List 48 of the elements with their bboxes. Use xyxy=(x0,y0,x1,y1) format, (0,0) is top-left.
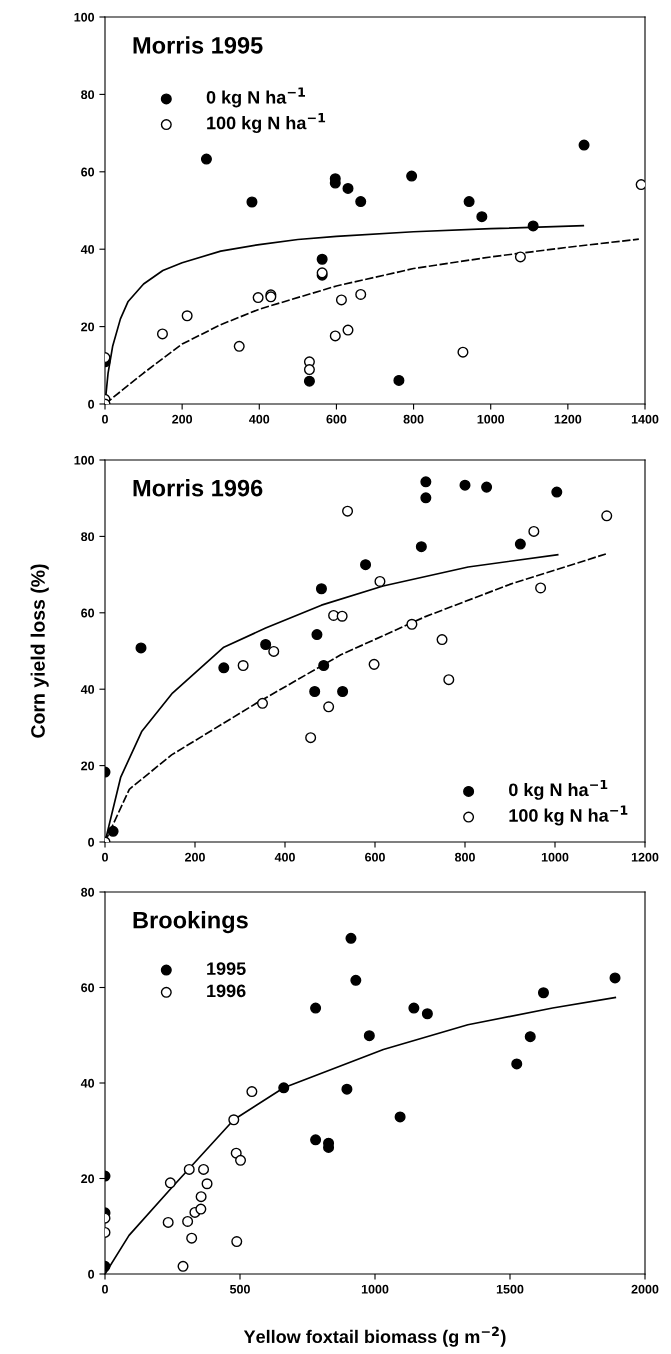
y-axis-title: Corn yield loss (%) xyxy=(30,564,49,738)
y-tick-label: 0 xyxy=(88,399,95,409)
legend-label: 0 kg N ha$^{−1}$ xyxy=(206,87,305,108)
y-tick-label: 80 xyxy=(81,532,95,542)
y-tick-label: 20 xyxy=(81,322,95,332)
legend-label: 1996 xyxy=(207,984,246,998)
y-tick-label: 60 xyxy=(81,608,95,618)
x-tick-label: 800 xyxy=(403,414,424,424)
x-tick-label: 1000 xyxy=(541,852,569,862)
y-tick-label: 100 xyxy=(74,12,95,22)
x-tick-label: 200 xyxy=(172,414,193,424)
x-tick-label: 1200 xyxy=(554,414,582,424)
text: Morris 1996 xyxy=(133,479,263,497)
x-tick-label: 0 xyxy=(102,1284,108,1294)
legend-label: 100 kg N ha$^{−1}$ xyxy=(207,113,326,134)
x-tick-label: 500 xyxy=(229,1284,250,1294)
x-tick-label: 1400 xyxy=(631,414,659,424)
x-tick-label: 1500 xyxy=(496,1284,524,1294)
y-tick-label: 40 xyxy=(80,245,95,254)
x-tick-label: 600 xyxy=(326,414,347,424)
x-tick-label: 0 xyxy=(102,414,108,424)
y-tick-label: 20 xyxy=(81,1174,95,1184)
y-tick-label: 60 xyxy=(81,983,95,993)
x-axis-title: Yellow foxtail biomass (g m$^{−2}$) xyxy=(243,1326,506,1347)
y-tick-label: 40 xyxy=(80,1078,95,1088)
x-tick-label: 1000 xyxy=(477,414,505,424)
y-tick-label: 60 xyxy=(81,167,95,177)
x-tick-label: 1000 xyxy=(361,1284,389,1294)
y-tick-label: 0 xyxy=(88,1269,95,1279)
legend-label: 100 kg N ha$^{−1}$ xyxy=(509,805,628,826)
x-tick-label: 2000 xyxy=(631,1284,659,1294)
x-tick-label: 400 xyxy=(274,852,295,862)
x-tick-label: 200 xyxy=(185,852,205,862)
y-tick-label: 80 xyxy=(81,90,95,100)
legend-label: 0 kg N ha$^{−1}$ xyxy=(509,779,608,800)
text: Morris 1995 xyxy=(133,36,263,54)
y-tick-label: 0 xyxy=(88,837,95,847)
x-tick-label: 600 xyxy=(365,852,385,862)
x-tick-label: 800 xyxy=(454,852,475,862)
x-tick-label: 0 xyxy=(102,852,108,862)
text: Brookings xyxy=(133,911,248,934)
x-tick-label: 1200 xyxy=(631,852,659,862)
legend-label: 1995 xyxy=(207,962,246,975)
y-tick-label: 20 xyxy=(81,761,95,771)
y-tick-label: 80 xyxy=(81,887,95,897)
y-tick-label: 100 xyxy=(74,455,95,465)
y-tick-label: 40 xyxy=(80,685,95,694)
x-tick-label: 400 xyxy=(249,414,270,424)
